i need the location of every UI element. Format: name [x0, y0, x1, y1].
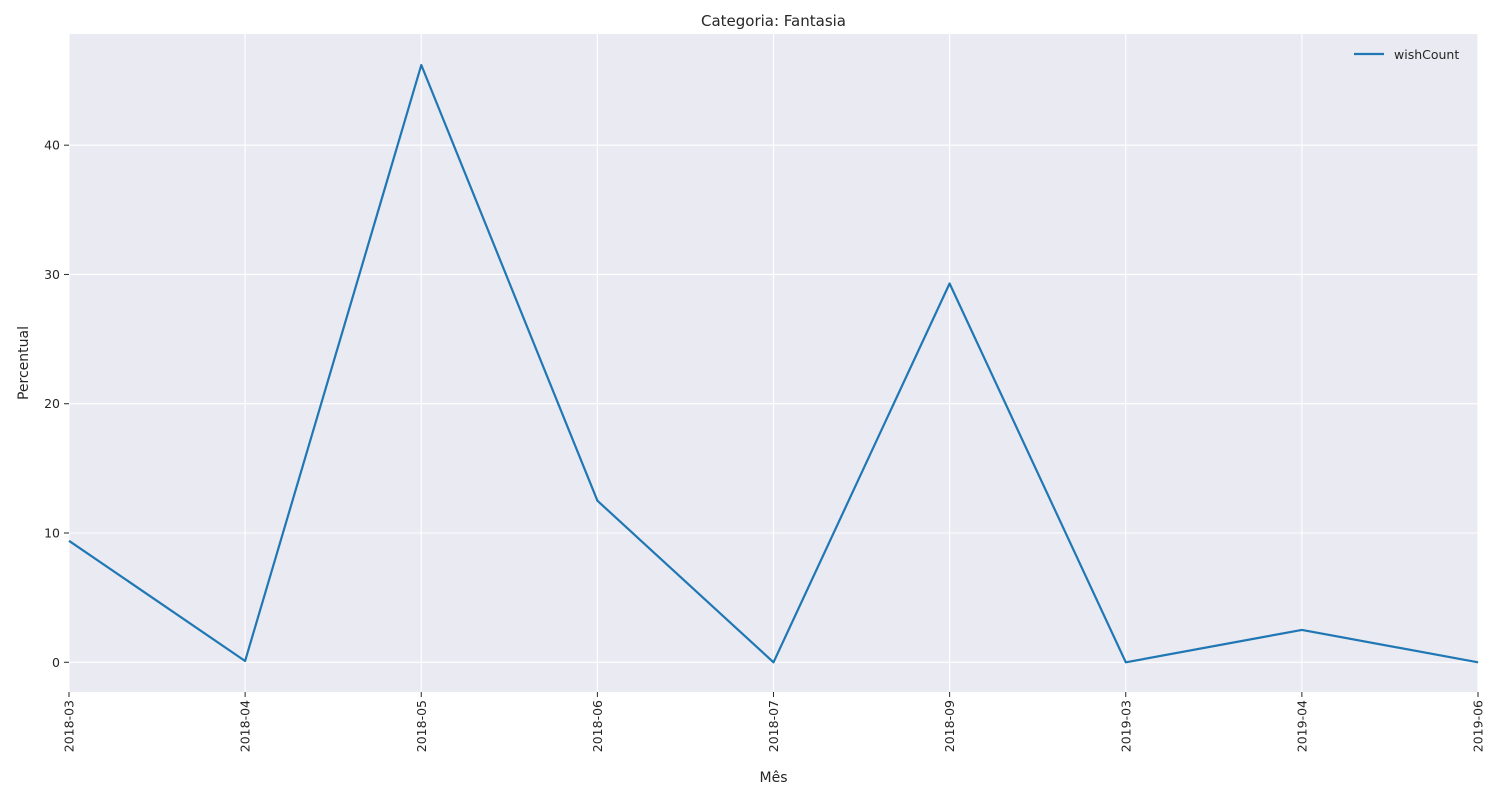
y-tick-label: 40 — [44, 138, 60, 153]
x-tick-label: 2018-06 — [590, 700, 605, 752]
legend: wishCount — [1354, 47, 1459, 62]
y-tick-label: 0 — [52, 655, 60, 670]
x-tick-label: 2018-07 — [766, 700, 781, 752]
x-tick-label: 2019-03 — [1118, 700, 1133, 752]
legend-label-wishcount: wishCount — [1394, 47, 1459, 62]
chart-title: Categoria: Fantasia — [701, 12, 846, 30]
axis-ticks: 2018-03 2018-04 2018-05 2018-06 2018-07 2018-… — [44, 138, 1485, 753]
y-axis-label: Percentual — [16, 326, 32, 400]
y-tick-label: 30 — [44, 267, 60, 282]
x-tick-label: 2019-04 — [1294, 700, 1309, 752]
x-tick-label: 2018-09 — [942, 700, 957, 752]
y-tick-label: 10 — [44, 525, 60, 540]
x-tick-label: 2019-06 — [1471, 700, 1486, 752]
x-tick-label: 2018-04 — [238, 700, 253, 752]
x-tick-label: 2018-03 — [62, 700, 77, 752]
series-layer — [68, 63, 1479, 664]
x-axis-label: Mês — [760, 770, 788, 786]
series-line-wishCount — [68, 63, 1479, 664]
y-tick-label: 20 — [44, 396, 60, 411]
x-tick-label: 2018-05 — [414, 700, 429, 752]
